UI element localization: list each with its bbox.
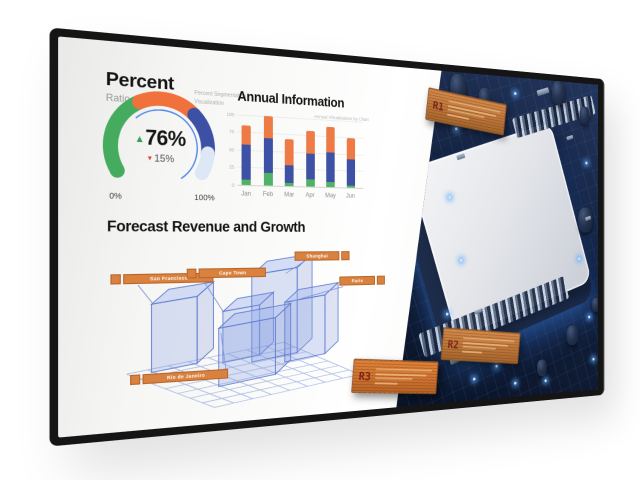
annual-segment-top-orange: [241, 125, 251, 146]
annual-segment-top-orange: [346, 137, 355, 160]
annual-segment-middle-blue: [346, 159, 355, 186]
up-arrow-icon: ▲: [134, 132, 145, 145]
forecast-bar-san-francisco: [152, 282, 214, 373]
forecast-chart-section: Forecast Revenue and Growth San Francisc…: [92, 215, 430, 427]
annual-segment-bottom-green: [241, 179, 251, 186]
label-tab: [376, 275, 385, 285]
annual-segment-bottom-green: [263, 172, 273, 186]
annual-ylabel: 0: [231, 181, 235, 188]
gauge-min-label: 0%: [109, 190, 122, 201]
annual-segment-middle-blue: [326, 151, 335, 182]
gauge-segment-orange: [140, 97, 195, 115]
tag-r3: R3: [351, 358, 439, 395]
annual-plot-area: [237, 113, 364, 189]
annual-bar-apr: [305, 130, 315, 187]
glow-dot: [455, 127, 457, 130]
label-text: Shanghai: [294, 251, 340, 261]
annual-segment-bottom-green: [284, 183, 294, 187]
glow-dot: [448, 196, 450, 199]
capacitor: [567, 325, 579, 345]
annual-ylabel: 50: [229, 146, 235, 153]
annual-gridline: [237, 149, 364, 156]
label-tab: [130, 374, 141, 386]
annual-segment-bottom-green: [326, 181, 335, 188]
annual-month-label: Jun: [345, 193, 355, 200]
forecast-label-paris: Paris: [339, 275, 385, 286]
annual-title: Annual Information: [237, 88, 345, 111]
annual-bar-mar: [284, 139, 294, 187]
forecast-title: Forecast Revenue and Growth: [106, 217, 306, 235]
glow-dot: [514, 92, 516, 95]
capacitor: [537, 359, 547, 376]
annual-month-label: May: [325, 193, 336, 200]
annual-segment-middle-blue: [241, 144, 251, 180]
annual-month-label: Mar: [284, 192, 295, 199]
annual-segment-middle-blue: [263, 138, 273, 174]
tag-r3-textlines: [374, 368, 433, 386]
tag-r1-textlines: [447, 100, 501, 126]
tag-r2-label: R2: [447, 337, 460, 351]
annual-segment-middle-blue: [284, 165, 294, 184]
forecast-leader-line-0: [138, 285, 154, 305]
annual-bar-may: [326, 126, 335, 188]
tag-r2: R2: [440, 327, 521, 365]
annual-segment-bottom-green: [346, 185, 355, 188]
forecast-label-shanghai: Shanghai: [294, 251, 350, 261]
annual-ylabel: 100: [226, 111, 235, 117]
label-tab: [186, 268, 197, 279]
capacitor: [592, 298, 598, 312]
tag-r2-textlines: [462, 337, 515, 356]
annual-month-label: Apr: [305, 192, 315, 200]
annual-ylabel: 75: [229, 128, 235, 135]
annual-segment-top-orange: [326, 126, 335, 153]
annual-ylabel: 25: [229, 164, 235, 170]
annual-segment-top-orange: [305, 130, 315, 155]
label-tab: [110, 274, 121, 285]
glow-dot: [460, 259, 462, 262]
capacitor: [552, 81, 565, 106]
annual-segment-middle-blue: [305, 153, 315, 180]
annual-bar-feb: [263, 115, 273, 186]
glow-dot: [578, 257, 580, 260]
tag-r3-label: R3: [358, 369, 372, 383]
label-tab: [341, 251, 350, 261]
annual-month-label: Feb: [262, 191, 274, 199]
annual-bar-jan: [241, 125, 251, 186]
gauge-max-label: 100%: [194, 192, 215, 203]
annual-segment-top-orange: [263, 115, 273, 139]
glow-dot: [585, 162, 587, 165]
annual-gridline: [237, 166, 364, 172]
annual-segment-bottom-green: [305, 179, 315, 187]
forecast-bar-paris: [285, 283, 338, 362]
annual-gridline: [237, 184, 364, 189]
label-text: Cape Town: [198, 267, 266, 279]
annual-gridline: [237, 131, 364, 139]
forecast-bar-rio-de-janeiro: [219, 303, 291, 386]
gauge-center-values: ▲76% ▼15%: [91, 124, 227, 166]
label-text: Paris: [339, 275, 376, 286]
tag-r1-label: R1: [432, 98, 445, 114]
annual-bar-jun: [346, 137, 355, 188]
annual-bar-chart-section: Annual Information Annual Visualization …: [223, 88, 376, 210]
annual-segment-top-orange: [284, 139, 294, 166]
gauge-chart: ▲76% ▼15% 0% 100%: [91, 74, 237, 230]
annual-month-label: Jan: [241, 191, 252, 198]
capacitor: [580, 106, 590, 124]
forecast-label-cape-town: Cape Town: [186, 267, 266, 279]
display-screen: Percent Ratio Percent Segmentation Visua…: [58, 36, 599, 438]
down-arrow-icon: ▼: [146, 155, 154, 163]
display-monitor: Percent Ratio Percent Segmentation Visua…: [49, 27, 605, 447]
forecast-3d-svg: [92, 234, 423, 426]
